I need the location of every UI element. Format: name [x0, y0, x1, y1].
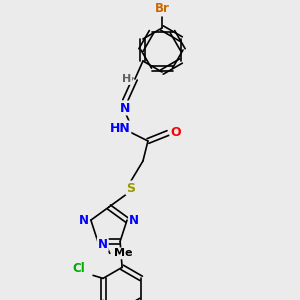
Text: N: N — [79, 214, 89, 226]
Text: Br: Br — [154, 2, 169, 16]
Text: Cl: Cl — [73, 262, 85, 275]
Text: N: N — [129, 214, 139, 226]
Text: O: O — [171, 127, 181, 140]
Text: S: S — [126, 182, 135, 194]
Text: N: N — [120, 101, 130, 115]
Text: N: N — [98, 238, 108, 251]
Text: H: H — [122, 74, 132, 84]
Text: HN: HN — [110, 122, 130, 134]
Text: Me: Me — [113, 248, 132, 258]
